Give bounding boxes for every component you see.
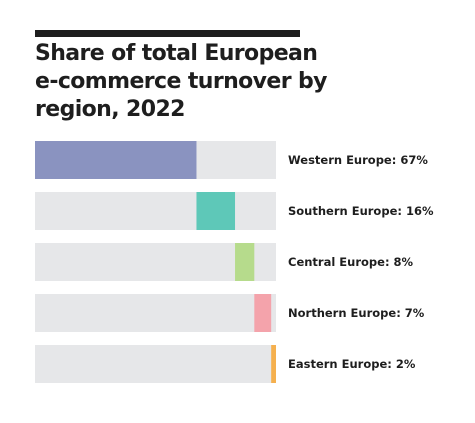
bar-track-southern-europe	[35, 192, 276, 230]
bar-southern-europe	[196, 192, 236, 230]
bar-western-europe	[35, 141, 197, 179]
chart-title: Share of total European e-commerce turno…	[35, 41, 328, 122]
bar-label-southern-europe: Southern Europe: 16%	[288, 204, 434, 218]
title-rule	[35, 30, 300, 37]
bar-eastern-europe	[271, 345, 276, 383]
bar-track-eastern-europe	[35, 345, 276, 383]
bar-central-europe	[235, 243, 255, 281]
bar-label-eastern-europe: Eastern Europe: 2%	[288, 357, 416, 371]
bar-label-northern-europe: Northern Europe: 7%	[288, 306, 425, 320]
bar-label-western-europe: Western Europe: 67%	[288, 153, 428, 167]
bar-label-central-europe: Central Europe: 8%	[288, 255, 414, 269]
bar-northern-europe	[254, 294, 272, 332]
bar-track-northern-europe	[35, 294, 276, 332]
